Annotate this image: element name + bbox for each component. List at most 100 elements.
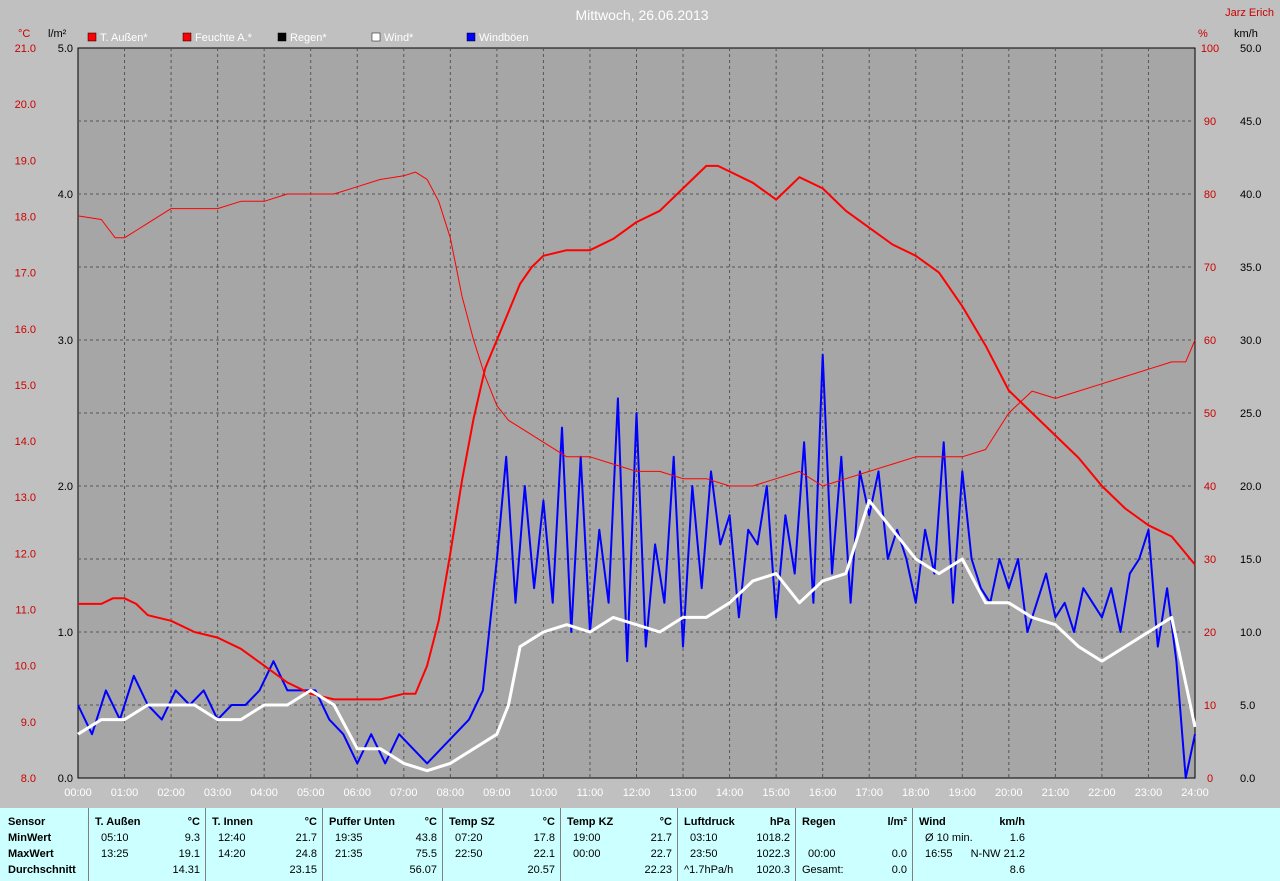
legend-swatch	[466, 32, 476, 42]
time-tick-label: 13:00	[669, 787, 697, 799]
time-tick-label: 14:00	[716, 787, 744, 799]
wind-tick-label: 45.0	[1240, 116, 1261, 128]
grid-lines	[78, 48, 1195, 778]
time-tick-label: 04:00	[250, 787, 278, 799]
wind-tick-label: 50.0	[1240, 43, 1261, 55]
temp-tick-label: 8.0	[21, 773, 36, 785]
hum-tick-label: 20	[1204, 627, 1216, 639]
stats-column: Wind km/h Ø 10 min. 1.6 16:55 N-NW 21.2 8.6	[912, 808, 1031, 881]
legend: T. Außen* Feuchte A.* Regen* Wind* Windböen	[87, 32, 529, 44]
stats-max-value: 75.5	[415, 848, 437, 860]
stats-max-value: N-NW 21.2	[970, 848, 1025, 860]
stats-sensor-name: Wind	[919, 816, 946, 828]
stats-unit: hPa	[769, 816, 790, 828]
stats-sensor-name: Regen	[802, 816, 836, 828]
stats-max-time: 00:00	[573, 848, 601, 860]
stats-min-value: 43.8	[415, 832, 437, 844]
stats-avg-time: ^1.7hPa/h	[684, 864, 734, 876]
hum-tick-label: 30	[1204, 554, 1216, 566]
rain-tick-label: 0.0	[58, 773, 73, 785]
time-tick-label: 07:00	[390, 787, 418, 799]
stats-max-time: 16:55	[925, 848, 953, 860]
time-tick-label: 11:00	[577, 787, 604, 799]
legend-swatch	[182, 32, 192, 42]
stats-max-value: 22.1	[533, 848, 555, 860]
stats-max-time: 22:50	[455, 848, 483, 860]
temp-tick-label: 14.0	[15, 436, 36, 448]
row-label-sensor: Sensor	[8, 816, 46, 828]
stats-avg-value: 8.6	[1009, 864, 1025, 876]
time-tick-label: 20:00	[995, 787, 1023, 799]
rain-tick-label: 3.0	[58, 335, 73, 347]
stats-column: T. Innen °C 12:40 21.7 14:20 24.8 23.15	[205, 808, 323, 881]
temp-tick-label: 21.0	[15, 43, 36, 55]
wind-tick-label: 30.0	[1240, 335, 1261, 347]
stats-min-time: 19:00	[573, 832, 601, 844]
series-line	[78, 164, 1196, 701]
stats-avg-value: 0.0	[891, 864, 907, 876]
temp-tick-label: 11.0	[15, 605, 36, 617]
legend-entry: T. Außen*	[100, 32, 148, 44]
stats-min-value: 21.7	[295, 832, 317, 844]
temp-tick-label: 17.0	[15, 268, 36, 280]
legend-entry: Wind*	[384, 32, 414, 44]
stats-max-time: 00:00	[808, 848, 836, 860]
stats-column: Temp SZ °C 07:20 17.8 22:50 22.1 20.57	[442, 808, 561, 881]
stats-avg-value: 20.57	[527, 864, 555, 876]
temp-unit-label: °C	[18, 28, 30, 40]
temp-tick-label: 13.0	[15, 492, 36, 504]
series-line	[77, 499, 1197, 773]
stats-min-value: 9.3	[184, 832, 200, 844]
stats-avg-value: 56.07	[409, 864, 437, 876]
time-tick-label: 03:00	[204, 787, 232, 799]
stats-max-time: 23:50	[690, 848, 718, 860]
weather-chart: Mittwoch, 26.06.2013 Jarz Erich °C l/m² …	[14, 7, 1274, 799]
hum-tick-label: 90	[1204, 116, 1216, 128]
stats-unit: °C	[542, 816, 555, 828]
stats-min-value: 1018.2	[756, 832, 790, 844]
chart-title: Mittwoch, 26.06.2013	[575, 7, 708, 23]
stats-column: Luftdruck hPa 03:10 1018.2 23:50 1022.3 ^1.7hP…	[677, 808, 796, 881]
row-label-max: MaxWert	[8, 848, 54, 860]
time-tick-label: 01:00	[111, 787, 139, 799]
stats-min-time: Ø 10 min.	[925, 832, 973, 844]
time-tick-label: 12:00	[623, 787, 651, 799]
stats-sensor-name: Luftdruck	[684, 816, 735, 828]
rain-unit-label: l/m²	[48, 28, 67, 40]
rain-tick-label: 1.0	[58, 627, 73, 639]
stats-column: Temp KZ °C 19:00 21.7 00:00 22.7 22.23	[560, 808, 678, 881]
time-tick-label: 10:00	[530, 787, 558, 799]
stats-max-time: 13:25	[101, 848, 129, 860]
stats-unit: l/m²	[887, 816, 907, 828]
rain-tick-label: 5.0	[58, 43, 73, 55]
row-label-avg: Durchschnitt	[8, 864, 76, 876]
stats-max-value: 0.0	[891, 848, 907, 860]
time-tick-label: 16:00	[809, 787, 837, 799]
row-label-min: MinWert	[8, 832, 52, 844]
statistics-table: Sensor MinWert MaxWert Durchschnitt T. A…	[0, 808, 1280, 881]
legend-entry: Regen*	[290, 32, 327, 44]
axis-labels: 21.0 20.0 19.0 18.0 17.0 16.0 15.0 14.0 13.0 12.0…	[15, 43, 1262, 799]
time-tick-label: 15:00	[762, 787, 790, 799]
wind-tick-label: 25.0	[1240, 408, 1261, 420]
stats-max-value: 22.7	[650, 848, 672, 860]
stats-max-value: 24.8	[295, 848, 317, 860]
wind-tick-label: 5.0	[1240, 700, 1255, 712]
wind-tick-label: 20.0	[1240, 481, 1261, 493]
stats-sensor-name: Puffer Unten	[329, 816, 395, 828]
stats-min-time: 03:10	[690, 832, 718, 844]
legend-entry: Feuchte A.*	[195, 32, 253, 44]
wind-unit-label: km/h	[1234, 28, 1258, 40]
stats-avg-value: 23.15	[289, 864, 317, 876]
temp-tick-label: 10.0	[15, 661, 36, 673]
stats-max-value: 19.1	[178, 848, 200, 860]
time-tick-label: 18:00	[902, 787, 930, 799]
time-tick-label: 17:00	[855, 787, 883, 799]
stats-column: Puffer Unten °C 19:35 43.8 21:35 75.5 56.07	[322, 808, 443, 881]
stats-max-value: 1022.3	[756, 848, 790, 860]
wind-tick-label: 10.0	[1240, 627, 1261, 639]
time-tick-label: 09:00	[483, 787, 511, 799]
hum-tick-label: 70	[1204, 262, 1216, 274]
hum-tick-label: 100	[1201, 43, 1219, 55]
stats-unit: °C	[187, 816, 200, 828]
